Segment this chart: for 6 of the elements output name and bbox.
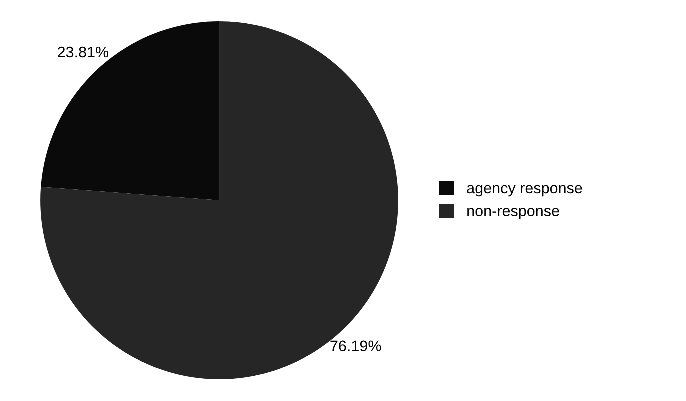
data-label: 23.81% [58,46,109,58]
pie-slice [40,22,398,380]
data-label: 76.19% [330,340,382,352]
pie-slice [41,22,220,200]
legend-label: agency response [467,185,582,197]
legend-label: non-response [468,208,560,220]
